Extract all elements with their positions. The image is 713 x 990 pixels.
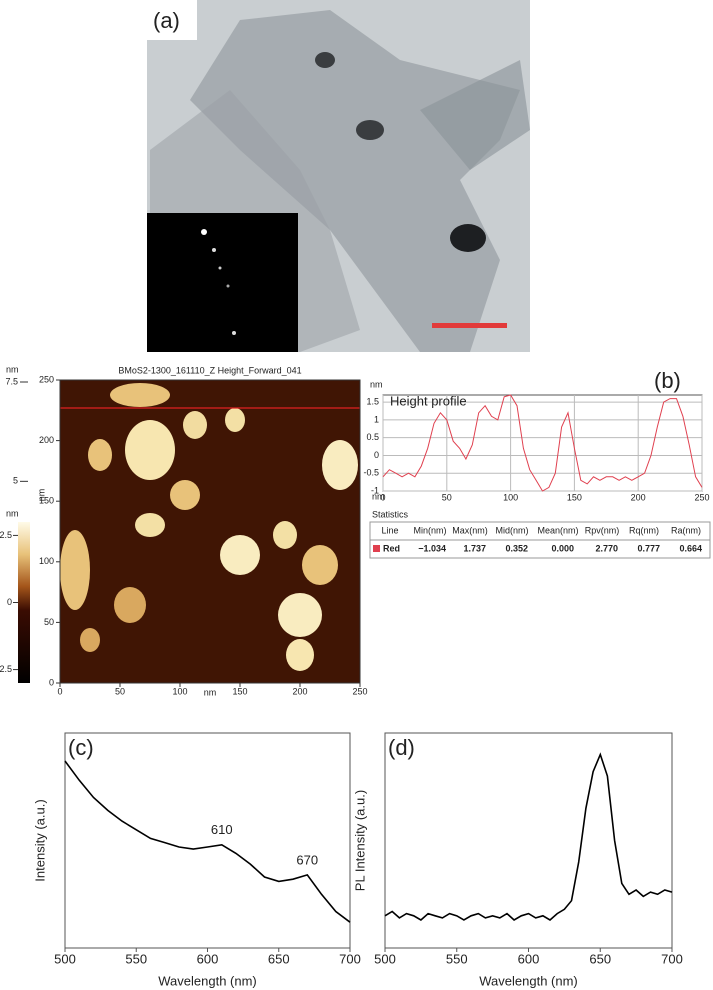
afm-frame	[59, 379, 361, 684]
panel-label: (a)	[153, 8, 180, 33]
data-line	[64, 760, 351, 923]
x-tick-label: 150	[567, 492, 582, 502]
statistics-title: Statistics	[372, 509, 409, 519]
y-tick-label: 50	[44, 617, 54, 627]
x-tick-label: 500	[374, 951, 396, 966]
column-header: Ra(nm)	[671, 525, 701, 535]
y-tick-label: 1	[374, 414, 379, 424]
row-name: Red	[383, 543, 400, 553]
x-tick-label: 500	[54, 951, 76, 966]
x-axis-label: nm	[372, 491, 385, 501]
colorbar-label: nm	[6, 508, 19, 518]
x-tick-label: 650	[589, 951, 611, 966]
cell: 0.000	[551, 543, 574, 553]
column-header: Mean(nm)	[537, 525, 578, 535]
y-tick-label: 1.5	[366, 396, 379, 406]
afm-title: BMoS2-1300_161110_Z Height_Forward_041	[118, 365, 301, 375]
y-tick-label: 100	[39, 556, 54, 566]
cell: 2.770	[595, 543, 618, 553]
y-axis-label: nm	[370, 379, 383, 389]
afm-y-label: nm	[36, 489, 46, 502]
x-tick-label: 650	[268, 951, 290, 966]
cell: 0.777	[637, 543, 660, 553]
x-tick-label: 700	[661, 951, 683, 966]
y-tick-label: 150	[39, 496, 54, 506]
x-tick-label: 0	[57, 686, 62, 696]
y-axis-label: PL Intensity (a.u.)	[352, 790, 367, 891]
x-tick-label: 600	[197, 951, 219, 966]
panel-label: (d)	[388, 735, 415, 760]
x-tick-label: 550	[446, 951, 468, 966]
panel-label: (b)	[654, 368, 681, 393]
height-scale-label: nm	[6, 364, 19, 374]
x-tick-label: 250	[694, 492, 709, 502]
y-tick-label: 200	[39, 435, 54, 445]
x-tick-label: 600	[518, 951, 540, 966]
x-tick-label: 150	[232, 686, 247, 696]
x-tick-label: 200	[292, 686, 307, 696]
colorbar	[18, 522, 30, 683]
y-tick-label: 250	[39, 374, 54, 384]
x-tick-label: 100	[503, 492, 518, 502]
plot-frame	[384, 732, 673, 949]
legend-swatch	[373, 545, 380, 552]
x-tick-label: 200	[631, 492, 646, 502]
x-tick-label: 50	[115, 686, 125, 696]
y-tick-label: -1	[371, 485, 379, 495]
statistics-table: Line Min(nm) Max(nm) Mid(nm) Mean(nm) Rpv(nm)…	[373, 525, 702, 553]
x-axis-label: Wavelength (nm)	[158, 973, 257, 988]
height-scale-tick-label: 5	[13, 476, 18, 486]
y-tick-label: 0.5	[366, 432, 379, 442]
column-header: Max(nm)	[452, 525, 488, 535]
y-tick-label: 0	[49, 677, 54, 687]
cell: 1.737	[463, 543, 486, 553]
column-header: Rq(nm)	[629, 525, 659, 535]
column-header: Line	[381, 525, 398, 535]
x-axis-label: Wavelength (nm)	[479, 973, 578, 988]
x-tick-label: 0	[380, 492, 385, 502]
x-tick-label: 50	[442, 492, 452, 502]
peak-label: 670	[296, 852, 318, 867]
colorbar-tick-label: -2.5	[0, 664, 12, 674]
data-line	[382, 394, 703, 492]
x-tick-label: 550	[125, 951, 147, 966]
chart-title: Height profile	[390, 393, 467, 408]
cell: 0.664	[679, 543, 702, 553]
y-tick-label: -0.5	[363, 468, 379, 478]
panel-label: (c)	[68, 735, 94, 760]
plot-frame	[64, 732, 351, 949]
column-header: Min(nm)	[414, 525, 447, 535]
height-scale-tick-label: 7.5	[5, 376, 18, 386]
cell: −1.034	[418, 543, 446, 553]
afm-image	[60, 380, 360, 683]
data-line	[384, 752, 673, 921]
x-tick-label: 700	[339, 951, 361, 966]
x-tick-label: 250	[352, 686, 367, 696]
y-tick-label: 0	[374, 450, 379, 460]
colorbar-tick-label: 2.5	[0, 530, 12, 540]
cell: 0.352	[505, 543, 528, 553]
column-header: Rpv(nm)	[585, 525, 620, 535]
column-header: Mid(nm)	[496, 525, 529, 535]
colorbar-tick-label: 0	[7, 597, 12, 607]
y-axis-label: Intensity (a.u.)	[32, 799, 47, 881]
peak-label: 610	[211, 822, 233, 837]
tem-image	[147, 0, 530, 352]
afm-x-label: nm	[204, 687, 217, 697]
x-tick-label: 100	[172, 686, 187, 696]
